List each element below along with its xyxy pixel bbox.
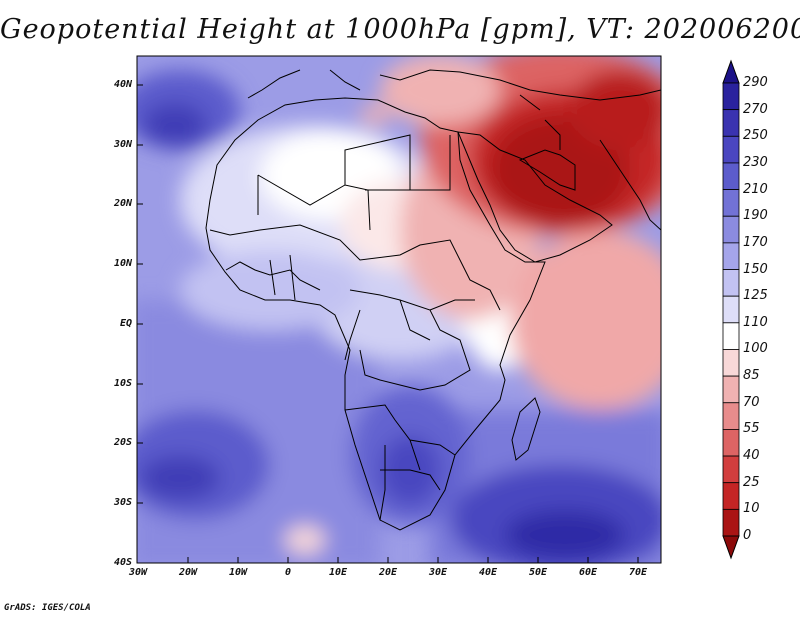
colorbar-box: [722, 295, 740, 324]
map-frame: [136, 55, 662, 564]
colorbar-box: [722, 482, 740, 510]
colorbar-box: [722, 242, 740, 270]
coastline-borders: [205, 69, 661, 531]
lon-label-20w: 20W: [178, 567, 198, 578]
colorbar-label: 55: [743, 421, 760, 437]
lat-label-30s: 30S: [113, 497, 132, 508]
colorbar-bottom-arrow: [722, 535, 740, 560]
colorbar-box: [722, 455, 740, 484]
axis-ticks: [137, 84, 639, 563]
colorbar-box: [722, 429, 740, 457]
lon-label-50e: 50E: [528, 567, 548, 578]
lat-label-40s: 40S: [113, 557, 132, 568]
chart-title: Geopotential Height at 1000hPa [gpm], VT…: [0, 14, 800, 45]
lon-label-60e: 60E: [578, 567, 598, 578]
colorbar-box: [722, 189, 740, 217]
lat-label-20n: 20N: [113, 198, 132, 209]
lon-label-20e: 20E: [378, 567, 398, 578]
lat-label-30n: 30N: [113, 139, 132, 150]
colorbar-label: 190: [743, 208, 768, 224]
colorbar-box: [722, 215, 740, 244]
colorbar-box: [722, 82, 740, 111]
colorbar-label: 150: [743, 261, 768, 277]
colorbar-box: [722, 269, 740, 297]
lon-label-40e: 40E: [478, 567, 498, 578]
grads-credit: GrADS: IGES/COLA: [4, 603, 91, 613]
lat-label-10s: 10S: [113, 378, 132, 389]
colorbar-label: 70: [743, 394, 760, 410]
lon-label-30e: 30E: [428, 567, 448, 578]
colorbar-box: [722, 162, 740, 190]
lon-label-70e: 70E: [628, 567, 648, 578]
colorbar-label: 290: [743, 75, 768, 90]
geopotential-field: [137, 56, 661, 563]
colorbar-label: 40: [743, 448, 760, 464]
lat-label-10n: 10N: [113, 258, 132, 269]
colorbar-top-arrow: [722, 59, 740, 84]
colorbar-box: [722, 402, 740, 430]
colorbar-box: [722, 109, 740, 137]
lat-label-40n: 40N: [113, 79, 132, 90]
lat-label-20s: 20S: [113, 437, 132, 448]
colorbar-box: [722, 508, 740, 537]
colorbar-label: 230: [743, 154, 768, 170]
colorbar-label: 250: [743, 128, 768, 144]
lon-label-10w: 10W: [228, 567, 248, 578]
colorbar-label: 25: [743, 474, 760, 490]
colorbar-box: [722, 375, 740, 404]
lat-label-eq: EQ: [119, 318, 132, 329]
lon-label-30w: 30W: [128, 567, 148, 578]
colorbar-label: 170: [743, 234, 768, 250]
colorbar-label: 85: [743, 368, 760, 384]
colorbar-label: 210: [743, 181, 768, 197]
colorbar-label: 110: [743, 314, 768, 330]
colorbar-box: [722, 135, 740, 164]
colorbar: [722, 59, 740, 560]
colorbar-box: [722, 349, 740, 377]
colorbar-label: 125: [743, 288, 768, 304]
colorbar-label: 100: [743, 341, 768, 357]
lon-label-0: 0: [284, 567, 292, 578]
colorbar-box: [722, 322, 740, 350]
colorbar-label: 270: [743, 101, 768, 117]
lon-label-10e: 10E: [328, 567, 348, 578]
colorbar-label: 10: [743, 501, 760, 517]
colorbar-label: 0: [743, 528, 752, 543]
